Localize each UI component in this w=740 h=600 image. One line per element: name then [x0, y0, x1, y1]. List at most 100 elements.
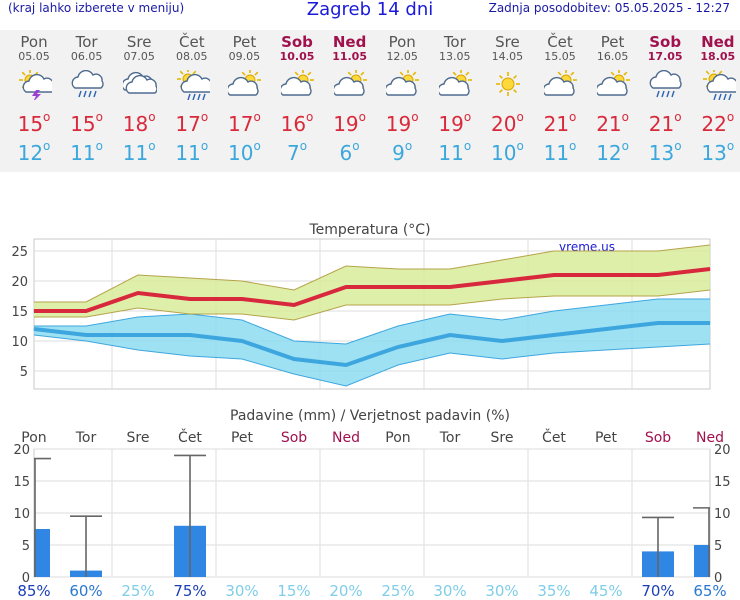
data-point	[33, 328, 35, 330]
day-forecast: Sob 10.05 16o 7o	[271, 30, 323, 172]
data-point	[553, 334, 555, 336]
day-axis-label: Pon	[385, 430, 410, 446]
data-point	[137, 334, 139, 336]
day-name: Sre	[126, 33, 152, 51]
day-date: 13.05	[439, 50, 471, 63]
day-date: 06.05	[70, 50, 103, 63]
day-forecast: Ned 18.05 22o 13o	[692, 30, 740, 172]
day-axis-label: Sre	[491, 430, 514, 446]
day-date: 14.05	[491, 50, 524, 63]
day-name: Pon	[388, 33, 416, 51]
precip-probability-label: 15%	[277, 582, 310, 597]
precip-probability-label: 25%	[381, 582, 414, 597]
series-lower-edge	[34, 289, 711, 321]
day-date: 15.05	[544, 50, 576, 63]
min-temperature: 10o	[227, 139, 261, 165]
day-axis-label: Sob	[281, 430, 307, 446]
data-point	[345, 364, 347, 366]
day-axis-label: Sre	[127, 430, 150, 446]
day-name: Čet	[547, 33, 573, 51]
day-date: 17.05	[647, 50, 683, 63]
series-line	[33, 321, 710, 368]
precip-bar	[34, 529, 50, 577]
y-tick-label-left: 0	[22, 571, 30, 586]
location-menu-hint[interactable]: (kraj lahko izberete v meniju)	[8, 1, 185, 15]
partly-cloudy-icon	[281, 70, 314, 96]
min-temperature: 11o	[438, 139, 472, 165]
y-tick-label-left: 15	[13, 475, 30, 490]
partly-cloudy-icon	[228, 70, 262, 96]
data-point	[449, 286, 451, 288]
max-temperature: 19o	[333, 110, 366, 136]
precip-probability-label: 70%	[641, 582, 674, 597]
y-tick-label-right: 15	[714, 475, 731, 490]
day-forecast: Tor 13.05 19o 11o	[429, 30, 481, 172]
day-axis-label: Čet	[178, 428, 202, 446]
partly-cloudy-icon	[386, 70, 420, 96]
min-temperature: 6o	[339, 139, 360, 165]
day-name: Pet	[600, 33, 625, 51]
precip-bar	[694, 545, 710, 577]
sun-rain-icon	[702, 70, 736, 100]
day-forecast: Sre 07.05 18o 11o	[113, 30, 165, 172]
min-temperature: 10o	[490, 139, 524, 165]
rain-cloud-icon	[71, 70, 104, 98]
precip-probability-label: 75%	[173, 582, 206, 597]
data-point	[605, 328, 607, 330]
data-point	[501, 280, 503, 282]
day-name: Sob	[649, 33, 682, 51]
precip-probability-label: 60%	[69, 582, 102, 597]
min-temperature: 7o	[286, 139, 308, 165]
partly-cloudy-icon	[333, 70, 367, 96]
min-temperature: 13o	[648, 139, 682, 165]
data-point	[553, 274, 555, 276]
data-point	[657, 274, 659, 276]
day-name: Ned	[332, 33, 367, 51]
partly-cloudy-icon	[438, 70, 472, 96]
max-temperature: 16o	[280, 110, 314, 136]
max-temperature: 19o	[385, 110, 419, 136]
day-axis-label: Čet	[542, 428, 566, 446]
min-temperature: 11o	[543, 139, 577, 165]
header-bar: (kraj lahko izberete v meniju) Zagreb 14…	[0, 0, 740, 22]
day-axis-label: Pet	[231, 430, 254, 446]
day-axis-label: Tor	[75, 430, 97, 446]
min-temperature: 11o	[122, 139, 156, 165]
sun-icon	[496, 72, 521, 96]
thunderstorm-sun-icon	[19, 70, 52, 100]
precip-probability-label: 35%	[537, 582, 570, 597]
series-line	[34, 267, 711, 313]
series-lower-edge	[33, 334, 711, 387]
precipitation-chart-title: Padavine (mm) / Verjetnost padavin (%)	[230, 408, 510, 424]
precip-probability-label: 30%	[433, 582, 466, 597]
data-point	[709, 268, 711, 270]
max-temperature: 21o	[648, 110, 682, 136]
series-band	[34, 299, 710, 386]
day-forecast: Tor 06.05 15o 11o	[61, 30, 113, 172]
day-axis-label: Ned	[332, 430, 360, 446]
day-date: 10.05	[279, 50, 315, 63]
day-date: 16.05	[596, 50, 629, 63]
day-forecast: Sre 14.05 20o 10o	[481, 30, 533, 172]
day-forecast: Ned 11.05 19o 6o	[324, 30, 376, 172]
max-temperature: 21o	[596, 110, 629, 136]
precip-probability-label: 20%	[329, 582, 362, 597]
day-name: Tor	[75, 33, 98, 51]
data-point	[501, 340, 503, 342]
series-upper-edge	[34, 298, 710, 345]
day-axis-label: Tor	[439, 430, 461, 446]
y-tick-label-right: 5	[714, 539, 722, 554]
data-point	[33, 310, 35, 312]
data-point	[709, 322, 711, 324]
data-point	[137, 292, 139, 294]
day-date: 11.05	[332, 50, 367, 63]
series-band	[34, 245, 710, 320]
data-point	[85, 334, 87, 336]
day-forecast: Pon 05.05 15o 12o	[8, 30, 60, 172]
partly-cloudy-icon	[596, 70, 630, 96]
y-tick-label: 15	[11, 305, 28, 320]
min-temperature: 13o	[701, 139, 735, 165]
data-point	[605, 274, 607, 276]
min-temperature: 12o	[596, 139, 629, 165]
